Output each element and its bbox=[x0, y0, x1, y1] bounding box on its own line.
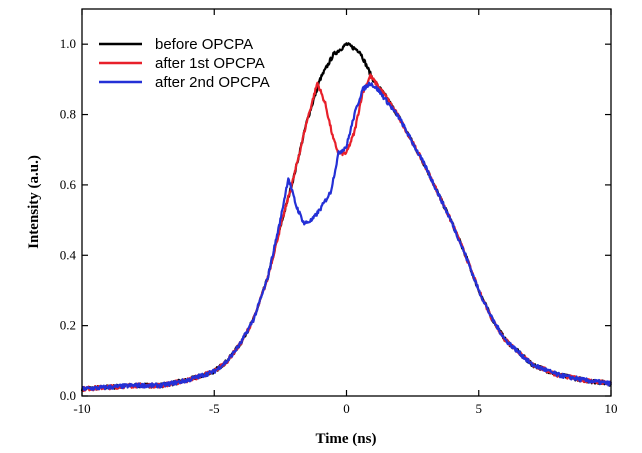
series-line-1 bbox=[80, 42, 612, 392]
y-tick-label: 0.2 bbox=[60, 318, 76, 333]
x-tick-label: 0 bbox=[343, 401, 350, 416]
legend-label: after 2nd OPCPA bbox=[155, 74, 270, 91]
series-line-2 bbox=[81, 73, 613, 392]
y-tick-label: 0.0 bbox=[60, 388, 76, 403]
x-tick-label: -5 bbox=[209, 401, 220, 416]
y-tick-label: 0.6 bbox=[60, 177, 77, 192]
legend-label: after 1st OPCPA bbox=[155, 55, 265, 72]
legend: before OPCPA after 1st OPCPA after 2nd OPC… bbox=[99, 36, 270, 91]
y-tick-label: 0.8 bbox=[60, 107, 76, 122]
series-layer bbox=[80, 42, 613, 392]
series-line-3 bbox=[81, 81, 613, 392]
ticks-layer: -10 -5 0 5 10 0.0 0.2 0.4 0.6 0.8 1.0 bbox=[60, 9, 618, 416]
x-tick-label: 5 bbox=[476, 401, 483, 416]
y-axis-title: Intensity (a.u.) bbox=[26, 155, 42, 249]
x-axis-title: Time (ns) bbox=[316, 431, 377, 447]
y-tick-label: 0.4 bbox=[60, 247, 77, 262]
legend-label: before OPCPA bbox=[155, 36, 253, 53]
x-tick-label: 10 bbox=[605, 401, 618, 416]
x-tick-label: -10 bbox=[73, 401, 90, 416]
y-tick-label: 1.0 bbox=[60, 36, 76, 51]
